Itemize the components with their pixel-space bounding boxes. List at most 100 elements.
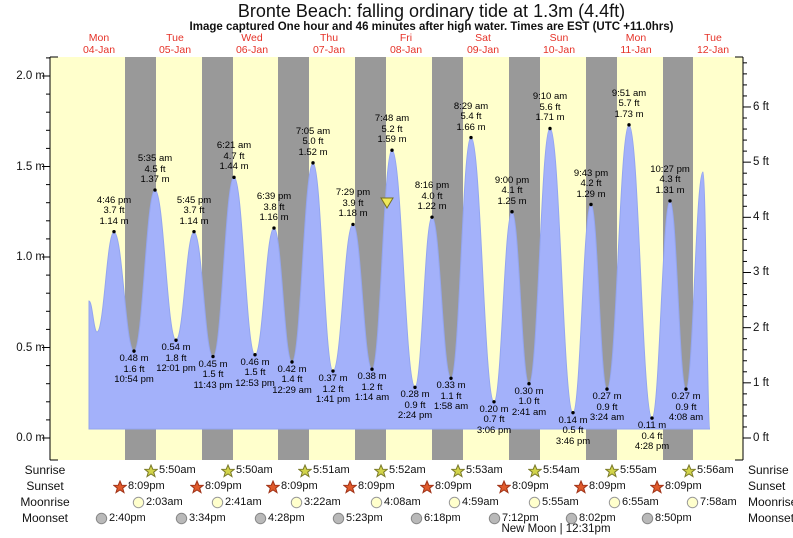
tide-annotation-line: 5.2 ft bbox=[381, 123, 403, 135]
tide-annotation-line: 5.7 ft bbox=[618, 98, 640, 110]
moonrise-circle-icon bbox=[686, 496, 699, 509]
sunset-time: 8:09pm bbox=[128, 480, 165, 492]
sunset-star-icon bbox=[574, 479, 588, 494]
moon-phase-label: New Moon | 12:31pm bbox=[501, 523, 611, 535]
day-label-line: 09-Jan bbox=[466, 43, 500, 56]
day-label: Wed 06-Jan bbox=[217, 32, 287, 56]
tide-annotation-line: 11:43 pm bbox=[193, 379, 233, 391]
low-tide-dot bbox=[605, 387, 609, 391]
high-tide-dot bbox=[430, 215, 434, 219]
moonset-time: 5:23pm bbox=[346, 512, 383, 524]
left-axis-tick-label: 0.0 m bbox=[16, 432, 45, 444]
sunrise-row-label: Sunrise bbox=[24, 463, 66, 477]
current-tide-marker-icon bbox=[380, 197, 394, 209]
moonrise-row-label: Moonrise bbox=[748, 495, 793, 509]
moonrise-circle-icon bbox=[608, 496, 621, 509]
moonset-event: 4:28pm bbox=[254, 511, 305, 526]
tide-annotation-line: 8:16 pm bbox=[414, 180, 450, 192]
moonrise-event: 3:22am bbox=[290, 495, 341, 510]
high-tide-annotation: 7:29 pm 3.9 ft 1.18 m bbox=[308, 188, 398, 220]
sunrise-event: 5:50am bbox=[144, 463, 196, 478]
moonrise-circle-icon bbox=[448, 496, 461, 509]
tide-annotation-line: 12:01 pm bbox=[156, 363, 196, 375]
right-axis-tick-label: 2 ft bbox=[753, 321, 769, 334]
tide-annotation-line: 0.54 m bbox=[161, 342, 191, 354]
moonset-circle-icon bbox=[175, 512, 188, 525]
moonrise-circle-icon bbox=[528, 496, 541, 509]
sunset-event: 8:09pm bbox=[497, 479, 549, 494]
high-tide-dot bbox=[153, 188, 157, 192]
sunrise-event: 5:56am bbox=[682, 463, 734, 478]
sunset-time: 8:09pm bbox=[665, 480, 702, 492]
low-tide-annotation: 0.37 m 1.2 ft 1:41 pm bbox=[288, 374, 378, 406]
left-axis-tick-label: 1.0 m bbox=[16, 251, 45, 263]
left-axis-tick-label: 0.5 m bbox=[16, 341, 45, 354]
low-tide-dot bbox=[211, 354, 215, 359]
high-tide-dot bbox=[469, 135, 473, 140]
moonset-time: 3:34pm bbox=[189, 512, 226, 524]
day-label-line: Thu bbox=[319, 32, 339, 44]
tide-annotation-line: 0.28 m bbox=[400, 389, 430, 401]
tide-annotation-line: 7:05 am bbox=[295, 125, 331, 137]
tide-annotation-line: 6:21 am bbox=[216, 140, 252, 152]
high-tide-annotation: 4:46 pm 3.7 ft 1.14 m bbox=[69, 195, 159, 228]
tide-annotation-line: 4.3 ft bbox=[659, 174, 681, 186]
tide-annotation-line: 10:54 pm bbox=[114, 374, 154, 386]
sunrise-time: 5:50am bbox=[236, 464, 273, 476]
tide-annotation-line: 1.29 m bbox=[576, 188, 606, 200]
tide-annotation-line: 1.66 m bbox=[456, 121, 486, 133]
sunset-time: 8:09pm bbox=[512, 480, 549, 492]
sunrise-time: 5:53am bbox=[466, 464, 503, 476]
sunset-star-icon bbox=[343, 479, 357, 494]
high-tide-annotation: 10:27 pm 4.3 ft 1.31 m bbox=[625, 164, 715, 197]
tide-annotation-line: 4:08 am bbox=[668, 412, 704, 424]
page-title: Bronte Beach: falling ordinary tide at 1… bbox=[237, 1, 626, 21]
day-label-line: 04-Jan bbox=[82, 43, 116, 56]
tide-annotation-line: 3.7 ft bbox=[103, 205, 125, 217]
moonrise-event: 2:41am bbox=[211, 495, 262, 510]
sunset-time: 8:09pm bbox=[205, 480, 242, 492]
low-tide-dot bbox=[174, 338, 178, 342]
sunset-star-icon bbox=[266, 479, 280, 494]
day-label: Fri 08-Jan bbox=[371, 32, 441, 56]
sunrise-time: 5:52am bbox=[389, 464, 426, 476]
moonrise-event: 4:59am bbox=[448, 495, 499, 510]
sunrise-star-icon bbox=[221, 463, 235, 478]
sunset-event: 8:09pm bbox=[343, 479, 395, 494]
sunset-time: 8:09pm bbox=[435, 480, 472, 492]
left-axis-tick-label: 2.0 m bbox=[16, 70, 45, 82]
tide-annotation-line: 1.52 m bbox=[298, 146, 328, 158]
low-tide-annotation: 0.42 m 1.4 ft 12:29 am bbox=[247, 364, 337, 397]
sunrise-star-icon bbox=[451, 463, 465, 478]
tide-annotation-line: 9:51 am bbox=[611, 87, 647, 99]
tide-annotation-line: 0.7 ft bbox=[483, 414, 505, 426]
low-tide-annotation: 0.46 m 1.5 ft 12:53 pm bbox=[210, 357, 300, 390]
sunset-star-icon bbox=[420, 479, 434, 494]
moonset-circle-icon bbox=[254, 512, 267, 525]
tide-annotation-line: 9:10 am bbox=[532, 91, 568, 103]
moonset-event: 8:50pm bbox=[641, 511, 692, 526]
tide-annotation-line: 8:29 am bbox=[453, 100, 489, 112]
sunset-event: 8:09pm bbox=[574, 479, 626, 494]
day-label: Sat 09-Jan bbox=[448, 32, 518, 56]
tide-annotation-line: 0.14 m bbox=[558, 414, 588, 426]
tide-annotation-line: 1.5 ft bbox=[244, 367, 266, 379]
tide-annotation-line: 1.22 m bbox=[417, 201, 447, 213]
low-tide-annotation: 0.20 m 0.7 ft 3:06 pm bbox=[449, 404, 539, 437]
day-label-line: Mon bbox=[88, 32, 110, 44]
moonrise-time: 4:59am bbox=[462, 496, 499, 508]
day-label-line: 11-Jan bbox=[620, 43, 652, 56]
high-tide-dot bbox=[668, 199, 672, 203]
tide-annotation-line: 0.45 m bbox=[198, 358, 228, 370]
low-tide-annotation: 0.14 m 0.5 ft 3:46 pm bbox=[528, 414, 618, 448]
moonset-event: 2:40pm bbox=[95, 511, 146, 526]
sunrise-star-icon bbox=[682, 463, 696, 478]
right-axis-tick-label: 4 ft bbox=[753, 211, 769, 224]
tide-annotation-line: 2:24 pm bbox=[397, 410, 433, 422]
low-tide-dot bbox=[370, 367, 374, 371]
day-label-line: Sat bbox=[475, 32, 491, 44]
tide-annotation-line: 4.2 ft bbox=[580, 178, 602, 189]
moonrise-event: 7:58am bbox=[686, 495, 737, 510]
right-axis-tick-label: 3 ft bbox=[753, 266, 769, 279]
tide-annotation-line: 4:28 pm bbox=[634, 441, 670, 453]
